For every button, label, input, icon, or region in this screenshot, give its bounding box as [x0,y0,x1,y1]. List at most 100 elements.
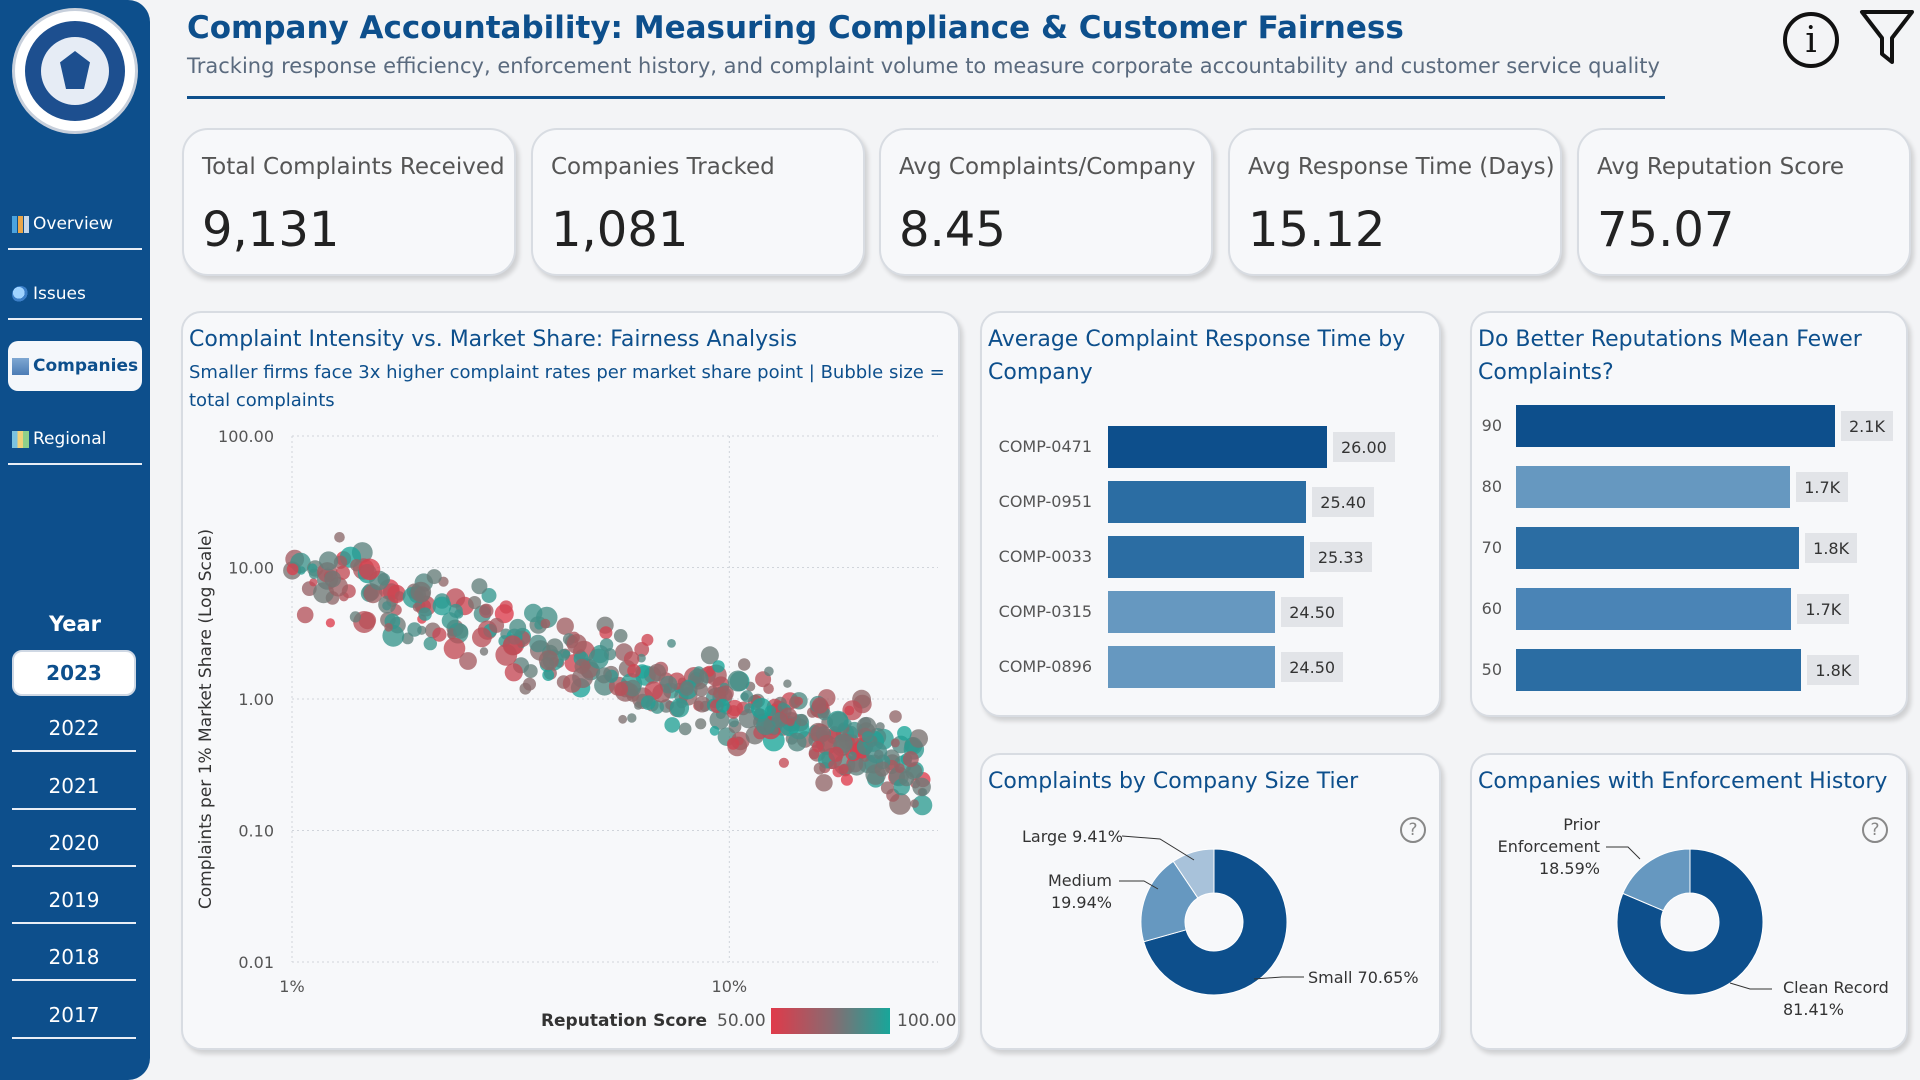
scatter-point[interactable] [897,726,912,741]
scatter-point[interactable] [384,623,393,632]
scatter-point[interactable] [349,611,361,623]
scatter-point[interactable] [613,629,628,643]
scatter-point[interactable] [779,707,798,725]
scatter-point[interactable] [599,638,614,652]
scatter-point[interactable] [847,756,867,776]
scatter-point[interactable] [432,596,452,616]
scatter-point[interactable] [524,603,543,623]
scatter-point[interactable] [325,618,335,628]
scatter-point[interactable] [334,532,345,543]
bar[interactable] [1108,646,1276,688]
scatter-point[interactable] [499,600,513,614]
scatter-point[interactable] [358,611,377,630]
scatter-point[interactable] [412,602,423,612]
scatter-point[interactable] [538,650,559,671]
bar[interactable] [1516,405,1835,447]
scatter-point[interactable] [669,698,690,718]
scatter-point[interactable] [599,626,613,640]
scatter-point[interactable] [529,634,547,653]
scatter-point[interactable] [787,732,807,752]
scatter-point[interactable] [844,705,855,716]
scatter-point[interactable] [828,760,837,770]
scatter-point[interactable] [410,581,432,603]
scatter-point[interactable] [679,681,694,696]
scatter-point[interactable] [324,570,342,588]
info-icon[interactable]: i [1783,12,1839,68]
scatter-point[interactable] [715,698,730,713]
scatter-point[interactable] [763,683,774,694]
scatter-point[interactable] [664,717,680,733]
year-item-2018[interactable]: 2018 [12,935,136,981]
filter-icon[interactable] [1858,8,1916,68]
scatter-point[interactable] [728,717,739,728]
scatter-point[interactable] [426,569,442,585]
scatter-point[interactable] [783,679,792,688]
scatter-point[interactable] [827,710,849,733]
bar[interactable] [1516,588,1792,630]
scatter-point[interactable] [504,663,523,682]
scatter-point[interactable] [667,639,676,648]
bar[interactable] [1108,481,1307,523]
scatter-point[interactable] [856,716,877,737]
donut-slice[interactable] [1622,848,1691,912]
scatter-point[interactable] [481,588,497,603]
scatter-point[interactable] [637,653,646,663]
donut-slice[interactable] [1172,848,1215,899]
nav-item-issues[interactable]: Issues [8,270,142,320]
scatter-point[interactable] [443,637,466,660]
year-item-2020[interactable]: 2020 [12,821,136,867]
scatter-point[interactable] [644,681,664,700]
scatter-point[interactable] [459,652,477,670]
scatter-point[interactable] [789,696,801,709]
scatter-point[interactable] [840,773,853,786]
scatter-point[interactable] [358,558,381,581]
nav-item-companies[interactable]: Companies [8,341,142,391]
scatter-point[interactable] [319,551,339,571]
scatter-point[interactable] [695,718,707,730]
scatter-point[interactable] [738,658,751,671]
scatter-point[interactable] [910,799,919,808]
scatter-point[interactable] [634,701,643,710]
scatter-point[interactable] [296,606,314,624]
nav-item-overview[interactable]: Overview [8,200,142,250]
scatter-point[interactable] [909,729,928,748]
scatter-point[interactable] [709,709,730,730]
scatter-point[interactable] [727,737,740,750]
donut-slice[interactable] [1143,848,1288,996]
year-item-2023[interactable]: 2023 [12,650,136,696]
scatter-point[interactable] [472,627,492,648]
scatter-point[interactable] [713,687,727,700]
scatter-point[interactable] [659,675,678,694]
scatter-point[interactable] [468,596,482,610]
scatter-point[interactable] [523,677,536,691]
scatter-point[interactable] [874,761,890,777]
scatter-point[interactable] [898,770,915,787]
scatter-point[interactable] [542,669,555,681]
help-icon[interactable]: ? [1400,817,1426,843]
scatter-point[interactable] [712,660,725,673]
scatter-point[interactable] [912,795,933,816]
scatter-point[interactable] [387,584,406,604]
scatter-point[interactable] [418,607,432,621]
scatter-point[interactable] [624,679,642,697]
scatter-point[interactable] [382,601,392,611]
scatter-point[interactable] [726,699,743,717]
scatter-point[interactable] [890,738,900,748]
scatter-point[interactable] [741,690,754,703]
scatter-point[interactable] [432,627,447,642]
bar[interactable] [1516,649,1802,691]
scatter-point[interactable] [407,622,422,637]
scatter-point[interactable] [489,617,505,633]
scatter-point[interactable] [912,777,931,797]
scatter-point[interactable] [634,642,650,657]
scatter-point[interactable] [308,568,320,580]
scatter-point[interactable] [902,751,919,768]
scatter-point[interactable] [862,731,874,743]
scatter-point[interactable] [566,634,587,654]
scatter-point[interactable] [309,578,318,587]
scatter-point[interactable] [648,663,667,682]
scatter-point[interactable] [627,713,637,723]
scatter-point[interactable] [614,682,629,697]
scatter-point[interactable] [764,666,774,677]
scatter-point[interactable] [811,740,824,753]
